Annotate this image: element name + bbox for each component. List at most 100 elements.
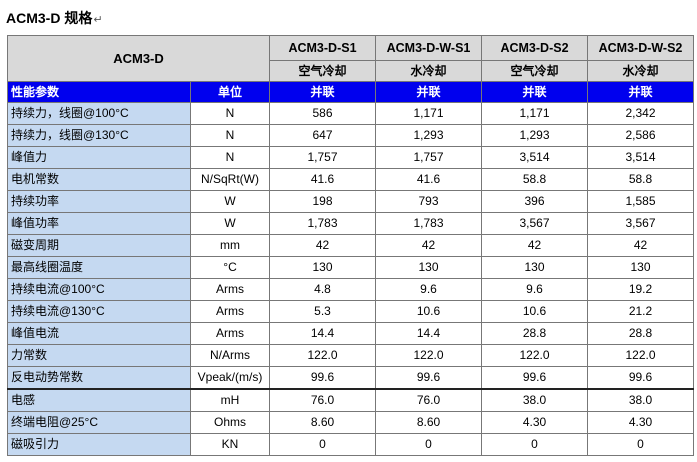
- corner-label: ACM3-D: [7, 35, 270, 82]
- param-value: 58.8: [481, 168, 588, 191]
- param-name: 电机常数: [7, 168, 191, 191]
- param-value: 1,757: [269, 146, 376, 169]
- connection-type: 并联: [481, 81, 588, 103]
- table-row: 磁变周期 mm 42 42 42 42: [7, 234, 694, 257]
- cooling-header-row: 空气冷却 水冷却 空气冷却 水冷却: [8, 60, 694, 82]
- param-value: 3,567: [587, 212, 694, 235]
- table-row: 峰值功率 W 1,783 1,783 3,567 3,567: [7, 212, 694, 235]
- param-unit: Arms: [190, 300, 270, 323]
- table-row: 终端电阻@25°C Ohms 8.60 8.60 4.30 4.30: [7, 411, 694, 434]
- table-row: 反电动势常数 Vpeak/(m/s) 99.6 99.6 99.6 99.6: [7, 366, 694, 390]
- param-value: 99.6: [587, 366, 694, 390]
- param-unit: mm: [190, 234, 270, 257]
- param-value: 0: [375, 433, 482, 456]
- param-value: 5.3: [269, 300, 376, 323]
- param-value: 1,171: [481, 102, 588, 125]
- param-value: 2,342: [587, 102, 694, 125]
- param-value: 198: [269, 190, 376, 213]
- param-value: 130: [481, 256, 588, 279]
- param-value: 647: [269, 124, 376, 147]
- param-name: 反电动势常数: [7, 366, 191, 390]
- param-value: 396: [481, 190, 588, 213]
- param-value: 41.6: [375, 168, 482, 191]
- section-unit-label: 单位: [190, 81, 270, 103]
- table-row: 力常数 N/Arms 122.0 122.0 122.0 122.0: [7, 344, 694, 367]
- param-name: 持续功率: [7, 190, 191, 213]
- model-name: ACM3-D-W-S1: [375, 35, 482, 61]
- param-value: 28.8: [587, 322, 694, 345]
- table-row: 峰值力 N 1,757 1,757 3,514 3,514: [7, 146, 694, 169]
- param-name: 持续力，线圈@100°C: [7, 102, 191, 125]
- table-row: 持续电流@100°C Arms 4.8 9.6 9.6 19.2: [7, 278, 694, 301]
- param-value: 9.6: [481, 278, 588, 301]
- param-name: 持续电流@100°C: [7, 278, 191, 301]
- title-text: ACM3-D 规格: [6, 10, 93, 26]
- table-row: 持续力，线圈@130°C N 647 1,293 1,293 2,586: [7, 124, 694, 147]
- param-value: 3,514: [481, 146, 588, 169]
- param-unit: Vpeak/(m/s): [190, 366, 270, 390]
- param-value: 99.6: [481, 366, 588, 390]
- param-value: 76.0: [269, 388, 376, 412]
- model-name: ACM3-D-S1: [269, 35, 376, 61]
- param-value: 2,586: [587, 124, 694, 147]
- model-name: ACM3-D-S2: [481, 35, 588, 61]
- param-value: 4.30: [587, 411, 694, 434]
- param-unit: N/SqRt(W): [190, 168, 270, 191]
- param-value: 19.2: [587, 278, 694, 301]
- param-value: 1,783: [375, 212, 482, 235]
- param-value: 58.8: [587, 168, 694, 191]
- table-row: 电感 mH 76.0 76.0 38.0 38.0: [7, 388, 694, 412]
- model-name: ACM3-D-W-S2: [587, 35, 694, 61]
- param-value: 0: [481, 433, 588, 456]
- param-value: 1,585: [587, 190, 694, 213]
- param-unit: mH: [190, 388, 270, 412]
- param-value: 14.4: [375, 322, 482, 345]
- param-value: 41.6: [269, 168, 376, 191]
- param-value: 8.60: [375, 411, 482, 434]
- param-value: 130: [269, 256, 376, 279]
- param-name: 峰值功率: [7, 212, 191, 235]
- table-row: 磁吸引力 KN 0 0 0 0: [7, 433, 694, 456]
- param-name: 最高线圈温度: [7, 256, 191, 279]
- param-unit: °C: [190, 256, 270, 279]
- param-value: 42: [481, 234, 588, 257]
- param-value: 122.0: [587, 344, 694, 367]
- param-value: 42: [375, 234, 482, 257]
- param-value: 1,783: [269, 212, 376, 235]
- param-value: 10.6: [375, 300, 482, 323]
- param-name: 峰值力: [7, 146, 191, 169]
- connection-type: 并联: [269, 81, 376, 103]
- param-name: 力常数: [7, 344, 191, 367]
- param-value: 9.6: [375, 278, 482, 301]
- param-value: 99.6: [269, 366, 376, 390]
- param-name: 电感: [7, 388, 191, 412]
- table-row: 持续功率 W 198 793 396 1,585: [7, 190, 694, 213]
- param-name: 持续电流@130°C: [7, 300, 191, 323]
- param-value: 42: [269, 234, 376, 257]
- connection-type: 并联: [375, 81, 482, 103]
- param-value: 586: [269, 102, 376, 125]
- cooling-type: 空气冷却: [269, 60, 376, 82]
- param-unit: N: [190, 124, 270, 147]
- table-row: 峰值电流 Arms 14.4 14.4 28.8 28.8: [7, 322, 694, 345]
- param-unit: Arms: [190, 278, 270, 301]
- table-row: 持续电流@130°C Arms 5.3 10.6 10.6 21.2: [7, 300, 694, 323]
- param-name: 峰值电流: [7, 322, 191, 345]
- param-value: 99.6: [375, 366, 482, 390]
- param-value: 3,567: [481, 212, 588, 235]
- param-name: 持续力，线圈@130°C: [7, 124, 191, 147]
- param-unit: Arms: [190, 322, 270, 345]
- param-unit: W: [190, 190, 270, 213]
- param-unit: N: [190, 146, 270, 169]
- param-value: 38.0: [587, 388, 694, 412]
- section-param-label: 性能参数: [7, 81, 191, 103]
- param-value: 122.0: [375, 344, 482, 367]
- param-unit: N/Arms: [190, 344, 270, 367]
- param-name: 磁变周期: [7, 234, 191, 257]
- param-name: 终端电阻@25°C: [7, 411, 191, 434]
- param-value: 122.0: [481, 344, 588, 367]
- param-value: 130: [375, 256, 482, 279]
- param-value: 4.30: [481, 411, 588, 434]
- param-name: 磁吸引力: [7, 433, 191, 456]
- param-value: 1,293: [481, 124, 588, 147]
